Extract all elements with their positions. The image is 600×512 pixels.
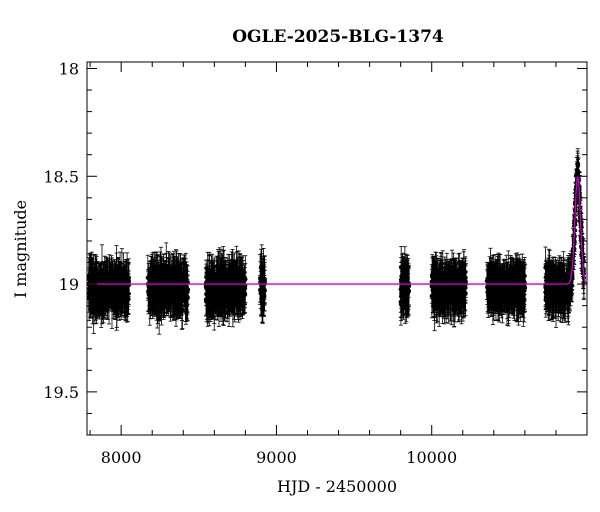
- data-point: [110, 260, 116, 301]
- data-point: [87, 273, 93, 309]
- y-tick-label: 19.5: [43, 383, 79, 402]
- data-point: [124, 279, 129, 316]
- y-tick-label: 18.5: [43, 167, 79, 186]
- data-point: [100, 269, 105, 314]
- data-point: [95, 266, 100, 315]
- x-tick-label: 10000: [406, 448, 457, 467]
- chart-title: OGLE-2025-BLG-1374: [232, 27, 444, 47]
- data-point: [113, 261, 118, 290]
- data-point: [122, 261, 127, 302]
- y-tick-label: 19: [59, 275, 79, 294]
- x-tick-label: 9000: [256, 448, 297, 467]
- x-axis-label: HJD - 2450000: [277, 477, 397, 496]
- data-point: [101, 261, 107, 294]
- plot-area: [86, 148, 588, 335]
- plot-frame: [86, 61, 588, 436]
- y-axis-label: I magnitude: [11, 200, 30, 298]
- x-tick-label: 8000: [101, 448, 142, 467]
- data-point: [119, 277, 124, 310]
- y-tick-label: 18: [59, 59, 79, 78]
